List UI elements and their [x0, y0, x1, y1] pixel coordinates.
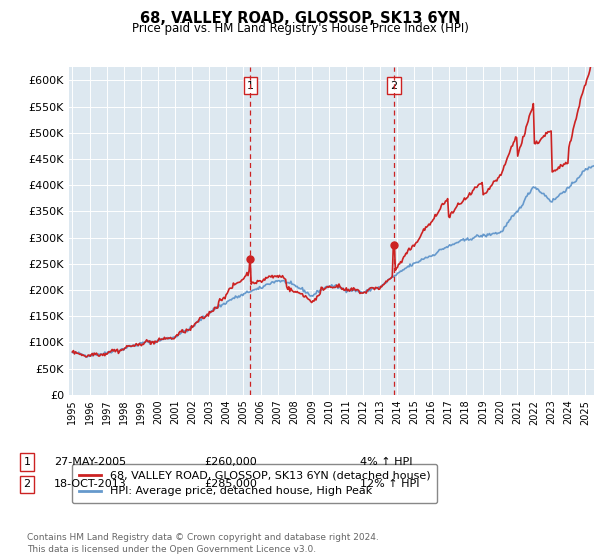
Text: 4% ↑ HPI: 4% ↑ HPI [360, 457, 413, 467]
Legend: 68, VALLEY ROAD, GLOSSOP, SK13 6YN (detached house), HPI: Average price, detache: 68, VALLEY ROAD, GLOSSOP, SK13 6YN (deta… [72, 464, 437, 503]
Text: £260,000: £260,000 [204, 457, 257, 467]
Text: £285,000: £285,000 [204, 479, 257, 489]
Text: 68, VALLEY ROAD, GLOSSOP, SK13 6YN: 68, VALLEY ROAD, GLOSSOP, SK13 6YN [140, 11, 460, 26]
Text: Price paid vs. HM Land Registry's House Price Index (HPI): Price paid vs. HM Land Registry's House … [131, 22, 469, 35]
Text: 27-MAY-2005: 27-MAY-2005 [54, 457, 126, 467]
Text: 12% ↑ HPI: 12% ↑ HPI [360, 479, 419, 489]
Text: 1: 1 [247, 81, 254, 91]
Text: 2: 2 [23, 479, 31, 489]
Text: 1: 1 [23, 457, 31, 467]
Text: Contains HM Land Registry data © Crown copyright and database right 2024.
This d: Contains HM Land Registry data © Crown c… [27, 533, 379, 554]
Text: 18-OCT-2013: 18-OCT-2013 [54, 479, 127, 489]
Text: 2: 2 [391, 81, 397, 91]
